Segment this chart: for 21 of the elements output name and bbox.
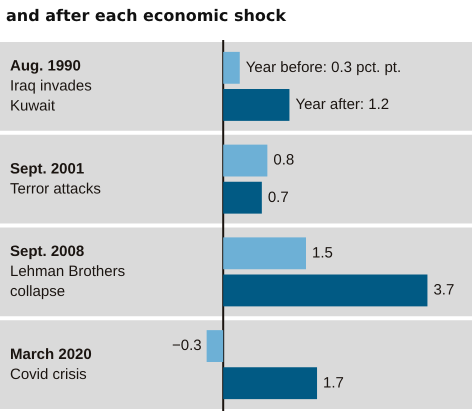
data-label: 0.8 [273, 152, 294, 169]
y-tick-label: March 2020 Covid crisis [10, 346, 92, 383]
data-label: 0.7 [268, 188, 289, 206]
data-label: 3.7 [433, 282, 454, 299]
data-label: Year before: 0.3 pct. pt. [246, 58, 402, 76]
data-label: 1.5 [312, 244, 333, 262]
data-label: Year after: 1.2 [295, 96, 390, 114]
bar [206, 330, 224, 362]
y-tick-label: Sept. 2008 Lehman Brothers collapse [10, 243, 126, 300]
data-label: 1.7 [323, 374, 344, 392]
y-tick-label: Sept. 2001 Terror attacks [10, 160, 101, 198]
bar [223, 52, 240, 84]
bar [223, 88, 290, 121]
chart-title: and after each economic shock [5, 5, 288, 27]
bar [223, 237, 306, 270]
bar [223, 274, 428, 306]
data-label: −0.3 [172, 337, 202, 354]
y-tick-label: Aug. 1990 Iraq invades Kuwait [10, 58, 92, 115]
bar [223, 182, 262, 214]
bar [223, 144, 268, 177]
bar [223, 367, 318, 400]
